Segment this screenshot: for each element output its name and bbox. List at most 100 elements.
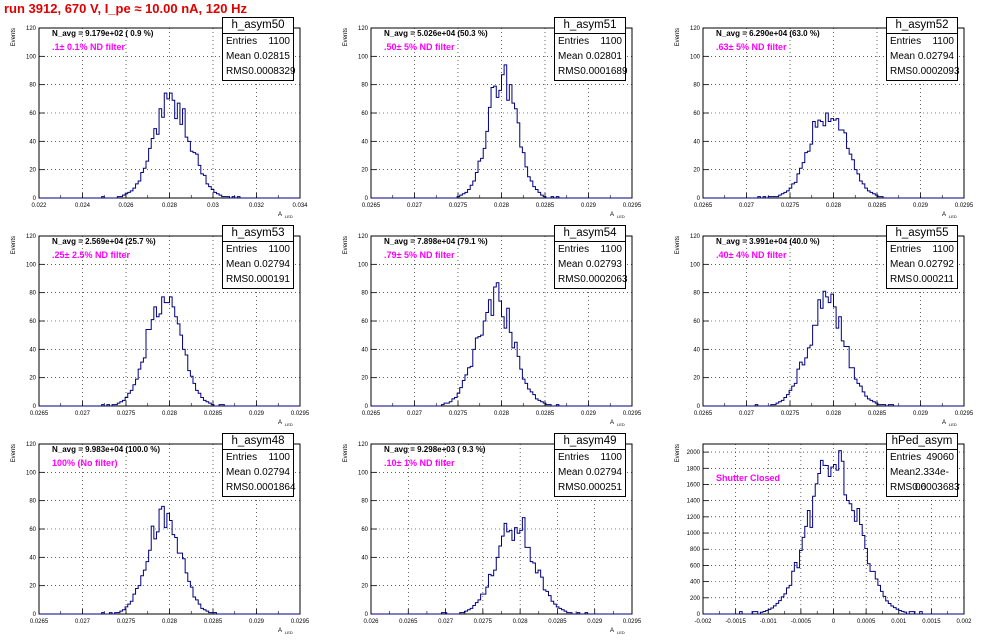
rms-row: RMS 0.000191 (223, 272, 293, 287)
x-tick-label: 0.0285 (536, 411, 555, 417)
y-tick-label: 0 (365, 404, 369, 410)
x-tick-label: 0.0285 (536, 203, 555, 209)
y-tick-label: 40 (29, 139, 36, 145)
x-axis-title-subscript: LED (617, 630, 625, 635)
filter-label: 100% (No filter) (52, 458, 118, 468)
y-tick-label: 80 (361, 499, 368, 505)
panel-h_asym51: 0.0265 0.027 0.0275 0.028 0.0285 0.029 0.0295 0… (332, 17, 664, 224)
y-tick-label: 100 (690, 54, 701, 60)
rms-label: RMS (226, 274, 249, 285)
panel-h_asym50: 0.022 0.024 0.026 0.028 0.03 0.032 0.034 0 20 40 6… (0, 17, 332, 224)
mean-value: 0.02794 (253, 259, 290, 270)
x-tick-label: 0.0275 (449, 203, 468, 209)
x-tick-label: 0.0265 (30, 411, 49, 417)
x-axis-title-subscript: LED (285, 422, 293, 427)
mean-label: Mean (226, 467, 252, 478)
y-tick-label: 0 (697, 612, 701, 618)
stats-box: hPed_asym Entries 49060 Mean 2.334e-06 RMS 0.0… (886, 433, 960, 497)
x-tick-label: 0.028 (513, 619, 529, 625)
y-tick-label: 1800 (687, 466, 701, 472)
y-axis-title: Events (343, 28, 349, 46)
histogram-line (703, 450, 964, 615)
x-tick-label: -0.001 (760, 619, 778, 625)
x-tick-label: 0.029 (581, 203, 597, 209)
entries-row: Entries 1100 (223, 450, 293, 465)
stats-box: h_asym52 Entries 1100 Mean 0.02794 RMS 0.00020… (886, 17, 960, 81)
x-tick-label: 0.0005 (857, 619, 876, 625)
x-tick-label: -0.0005 (791, 619, 812, 625)
panel-h_asym49: 0.026 0.0265 0.027 0.0275 0.028 0.0285 0.029 0.… (332, 433, 664, 640)
rms-value: 0.0001689 (580, 66, 628, 77)
x-tick-label: 0.034 (292, 203, 308, 209)
histogram-line (39, 296, 300, 407)
x-tick-label: 0.0275 (781, 411, 800, 417)
rms-value: 0.0002063 (580, 274, 628, 285)
y-tick-label: 40 (693, 139, 700, 145)
x-tick-label: 0.0285 (204, 411, 223, 417)
y-tick-label: 80 (361, 83, 368, 89)
x-axis-title: A (278, 420, 282, 426)
entries-value: 1100 (932, 244, 954, 255)
x-tick-label: 0.027 (739, 411, 755, 417)
entries-row: Entries 1100 (555, 242, 625, 257)
x-axis-title-subscript: LED (285, 214, 293, 219)
y-tick-label: 2000 (687, 450, 701, 456)
filter-label: .50± 5% ND filter (384, 42, 455, 52)
filter-label: Shutter Closed (716, 473, 781, 483)
mean-value: 0.02794 (585, 467, 622, 478)
histogram-name: h_asym52 (887, 18, 957, 34)
x-axis-title: A (610, 212, 614, 218)
entries-row: Entries 1100 (555, 450, 625, 465)
histogram-line (371, 282, 632, 407)
x-tick-label: 0.03 (207, 203, 219, 209)
mean-value: 2.334e-06 (915, 467, 949, 493)
x-tick-label: 0.028 (826, 203, 842, 209)
x-tick-label: 0.002 (956, 619, 972, 625)
y-tick-label: 100 (358, 54, 369, 60)
x-tick-label: 0.029 (249, 619, 265, 625)
rms-label: RMS (558, 274, 581, 285)
mean-row: Mean 2.334e-06 (887, 465, 957, 493)
x-tick-label: 0.028 (826, 411, 842, 417)
y-tick-label: 0 (365, 612, 369, 618)
histogram-name: h_asym54 (555, 226, 625, 242)
x-tick-label: 0.0015 (922, 619, 941, 625)
mean-label: Mean (558, 259, 584, 270)
mean-row: Mean 0.02792 (887, 257, 957, 272)
y-tick-label: 800 (690, 547, 701, 553)
y-tick-label: 100 (26, 470, 37, 476)
entries-value: 1100 (600, 36, 622, 47)
entries-label: Entries (226, 244, 258, 255)
histogram-line (39, 505, 300, 615)
x-tick-label: 0.0285 (548, 619, 567, 625)
y-axis-title: Events (343, 444, 349, 462)
y-tick-label: 40 (29, 555, 36, 561)
rms-label: RMS (890, 482, 913, 493)
x-axis-title: A (278, 628, 282, 634)
entries-label: Entries (558, 452, 590, 463)
x-tick-label: 0 (832, 619, 836, 625)
mean-value: 0.02793 (585, 259, 622, 270)
y-axis-title: Events (11, 236, 17, 254)
panel-h_asym54: 0.0265 0.027 0.0275 0.028 0.0285 0.029 0.0295 0… (332, 225, 664, 432)
histogram-name: h_asym51 (555, 18, 625, 34)
y-axis-title: Events (675, 444, 681, 462)
histogram-name: h_asym50 (223, 18, 293, 34)
x-tick-label: 0.029 (249, 411, 265, 417)
x-tick-label: 0.0275 (781, 203, 800, 209)
entries-label: Entries (226, 452, 258, 463)
y-tick-label: 40 (693, 347, 700, 353)
y-axis-title: Events (11, 444, 17, 462)
y-tick-label: 0 (33, 404, 37, 410)
mean-value: 0.02815 (253, 51, 290, 62)
histogram-svg: 0.0265 0.027 0.0275 0.028 0.0285 0.029 0.0295 0… (675, 234, 974, 427)
filter-label: .79± 5% ND filter (384, 250, 455, 260)
panel-h_asym52: 0.0265 0.027 0.0275 0.028 0.0285 0.029 0.0295 0… (664, 17, 996, 224)
x-tick-label: 0.0265 (30, 619, 49, 625)
n-avg-label: N_avg = 2.569e+04 (25.7 %) (52, 237, 156, 246)
y-tick-label: 120 (26, 26, 37, 32)
n-avg-label: N_avg = 3.991e+04 (40.0 %) (716, 237, 820, 246)
rms-row: RMS 0.0001689 (555, 64, 628, 79)
panel-hPed_asym: -0.002 -0.0015 -0.001 -0.0005 0 0.0005 0.001 0.… (664, 433, 996, 640)
mean-label: Mean (890, 467, 916, 478)
